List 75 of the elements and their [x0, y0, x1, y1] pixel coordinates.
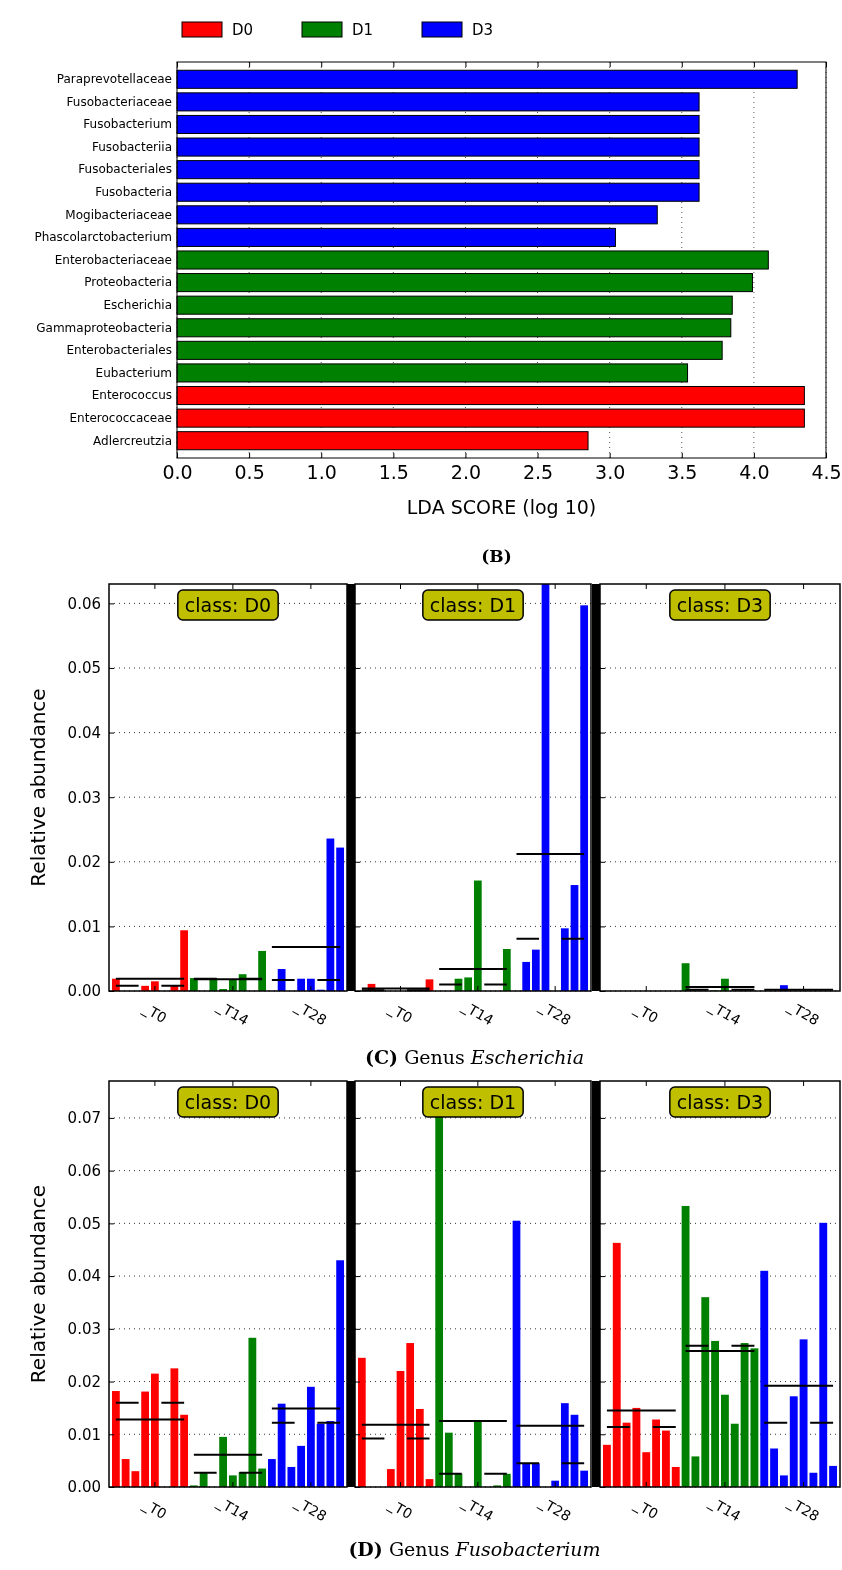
y-tick-label: 0.03 — [67, 1320, 101, 1339]
y-tick-label: 0.02 — [67, 1372, 101, 1391]
x-tick-label: _T0 — [385, 999, 416, 1026]
x-tick-label: 3.0 — [595, 461, 626, 484]
x-tick-label: 4.5 — [811, 461, 842, 484]
y-tick-label: Fusobacteriales — [78, 162, 172, 177]
text: class: D3 — [676, 594, 764, 616]
x-tick-label: _T28 — [535, 997, 574, 1029]
text: class: D0 — [184, 594, 272, 616]
x-tick-label: 2.0 — [450, 461, 482, 484]
y-tick-label: Escherichia — [103, 298, 172, 313]
y-tick-label: Fusobacteria — [95, 185, 172, 200]
x-tick-label: _T0 — [139, 1495, 170, 1522]
y-tick-label: 0.03 — [67, 788, 101, 807]
text: (B) — [481, 546, 512, 566]
y-tick-label: 0.05 — [67, 659, 101, 678]
y-tick-label: Enterococcus — [91, 388, 172, 403]
legend-label: D0 — [232, 21, 254, 39]
x-tick-label: _T14 — [213, 1493, 252, 1525]
y-tick-label: 0.02 — [67, 853, 101, 872]
y-tick-label: 0.00 — [67, 982, 101, 1001]
y-tick-label: 0.06 — [67, 594, 101, 613]
y-axis-title: Relative abundance — [26, 1184, 50, 1384]
x-tick-label: _T0 — [139, 999, 170, 1026]
y-tick-label: Enterobacteriaceae — [54, 252, 172, 267]
y-tick-label: Enterococcaceae — [69, 410, 172, 425]
y-tick-label: Adlercreutzia — [93, 433, 172, 448]
x-axis-title: LDA SCORE (log 10) — [406, 496, 597, 518]
text: class: D0 — [184, 1091, 272, 1113]
y-tick-label: Paraprevotellaceae — [56, 72, 172, 87]
y-tick-label: Fusobacteriaceae — [66, 94, 172, 109]
text: (D) Genus Fusobacterium — [348, 1538, 601, 1560]
x-tick-label: _T28 — [535, 1493, 574, 1525]
y-tick-label: 0.01 — [67, 1425, 101, 1444]
x-tick-label: _T28 — [784, 997, 823, 1029]
y-tick-label: 0.06 — [67, 1161, 101, 1180]
x-tick-label: _T28 — [784, 1493, 823, 1525]
x-tick-label: _T14 — [213, 997, 252, 1029]
x-tick-label: _T28 — [291, 997, 330, 1029]
y-tick-label: Proteobacteria — [84, 275, 172, 290]
legend-label: D3 — [472, 21, 494, 39]
y-tick-label: 0.05 — [67, 1214, 101, 1233]
x-tick-label: 4.0 — [739, 461, 770, 484]
y-tick-label: 0.07 — [67, 1109, 101, 1128]
y-tick-label: 0.04 — [67, 1267, 101, 1286]
y-tick-label: Gammaproteobacteria — [36, 320, 172, 335]
y-tick-label: Enterobacteriales — [66, 343, 172, 358]
y-tick-label: Mogibacteriaceae — [65, 207, 172, 222]
y-tick-label: Eubacterium — [95, 365, 172, 380]
text: (C) Genus Escherichia — [364, 1046, 585, 1068]
x-tick-label: _T0 — [630, 999, 661, 1026]
y-tick-label: Fusobacteriia — [91, 139, 172, 154]
text: class: D3 — [676, 1091, 764, 1113]
x-tick-label: 2.5 — [522, 461, 554, 484]
y-tick-label: 0.00 — [67, 1478, 101, 1497]
x-tick-label: _T28 — [291, 1493, 330, 1525]
y-tick-label: Phascolarctobacterium — [34, 230, 172, 245]
x-tick-label: _T14 — [705, 1493, 744, 1525]
text: class: D1 — [429, 594, 517, 616]
x-tick-label: _T0 — [385, 1495, 416, 1522]
x-tick-label: 1.0 — [306, 461, 337, 484]
x-tick-label: _T0 — [630, 1495, 661, 1522]
x-tick-label: 0.5 — [234, 461, 265, 484]
y-axis-title: Relative abundance — [26, 688, 50, 887]
y-tick-label: 0.01 — [67, 917, 101, 936]
x-tick-label: 3.5 — [667, 461, 698, 484]
x-tick-label: _T14 — [458, 1493, 497, 1525]
x-tick-label: _T14 — [705, 997, 744, 1029]
x-tick-label: _T14 — [458, 997, 497, 1029]
legend-label: D1 — [352, 21, 374, 39]
y-tick-label: 0.04 — [67, 723, 101, 742]
text: class: D1 — [429, 1091, 517, 1113]
x-tick-label: 0.0 — [162, 461, 193, 484]
y-tick-label: Fusobacterium — [83, 117, 172, 132]
x-tick-label: 1.5 — [378, 461, 409, 484]
